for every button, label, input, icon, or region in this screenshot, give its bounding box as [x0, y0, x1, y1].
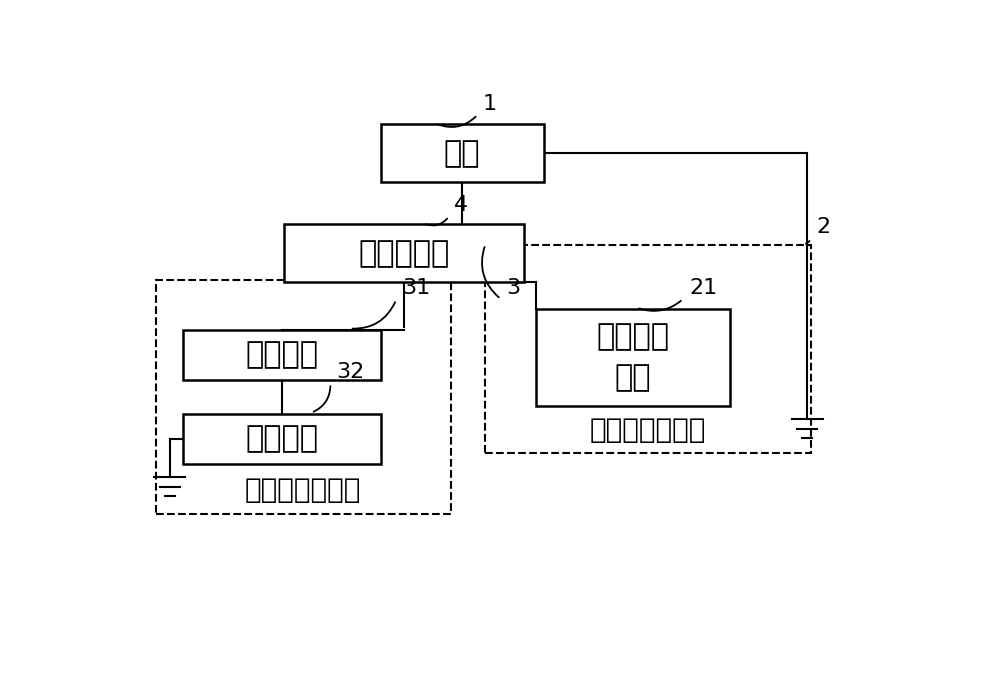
- Text: 射频电源: 射频电源: [245, 424, 318, 453]
- Text: 31: 31: [402, 278, 431, 298]
- Text: 2: 2: [816, 218, 830, 237]
- Text: 3: 3: [506, 278, 520, 298]
- Text: 1: 1: [483, 94, 497, 114]
- Text: 21: 21: [689, 278, 717, 298]
- Bar: [536, 308, 730, 406]
- Bar: [284, 224, 524, 282]
- Bar: [183, 330, 381, 380]
- Text: 匹配电路: 匹配电路: [245, 340, 318, 369]
- Text: 基座: 基座: [444, 139, 480, 168]
- Text: 负偏压调节单元: 负偏压调节单元: [245, 477, 361, 505]
- Bar: [156, 280, 450, 514]
- Bar: [485, 246, 811, 453]
- Text: 32: 32: [337, 363, 365, 382]
- Text: 阻抗可变
电路: 阻抗可变 电路: [596, 323, 669, 392]
- Bar: [381, 124, 544, 182]
- Text: 抗干扰单元: 抗干扰单元: [358, 239, 450, 267]
- Text: 4: 4: [454, 195, 468, 215]
- Text: 正偏压调节单元: 正偏压调节单元: [590, 416, 706, 444]
- Bar: [183, 414, 381, 464]
